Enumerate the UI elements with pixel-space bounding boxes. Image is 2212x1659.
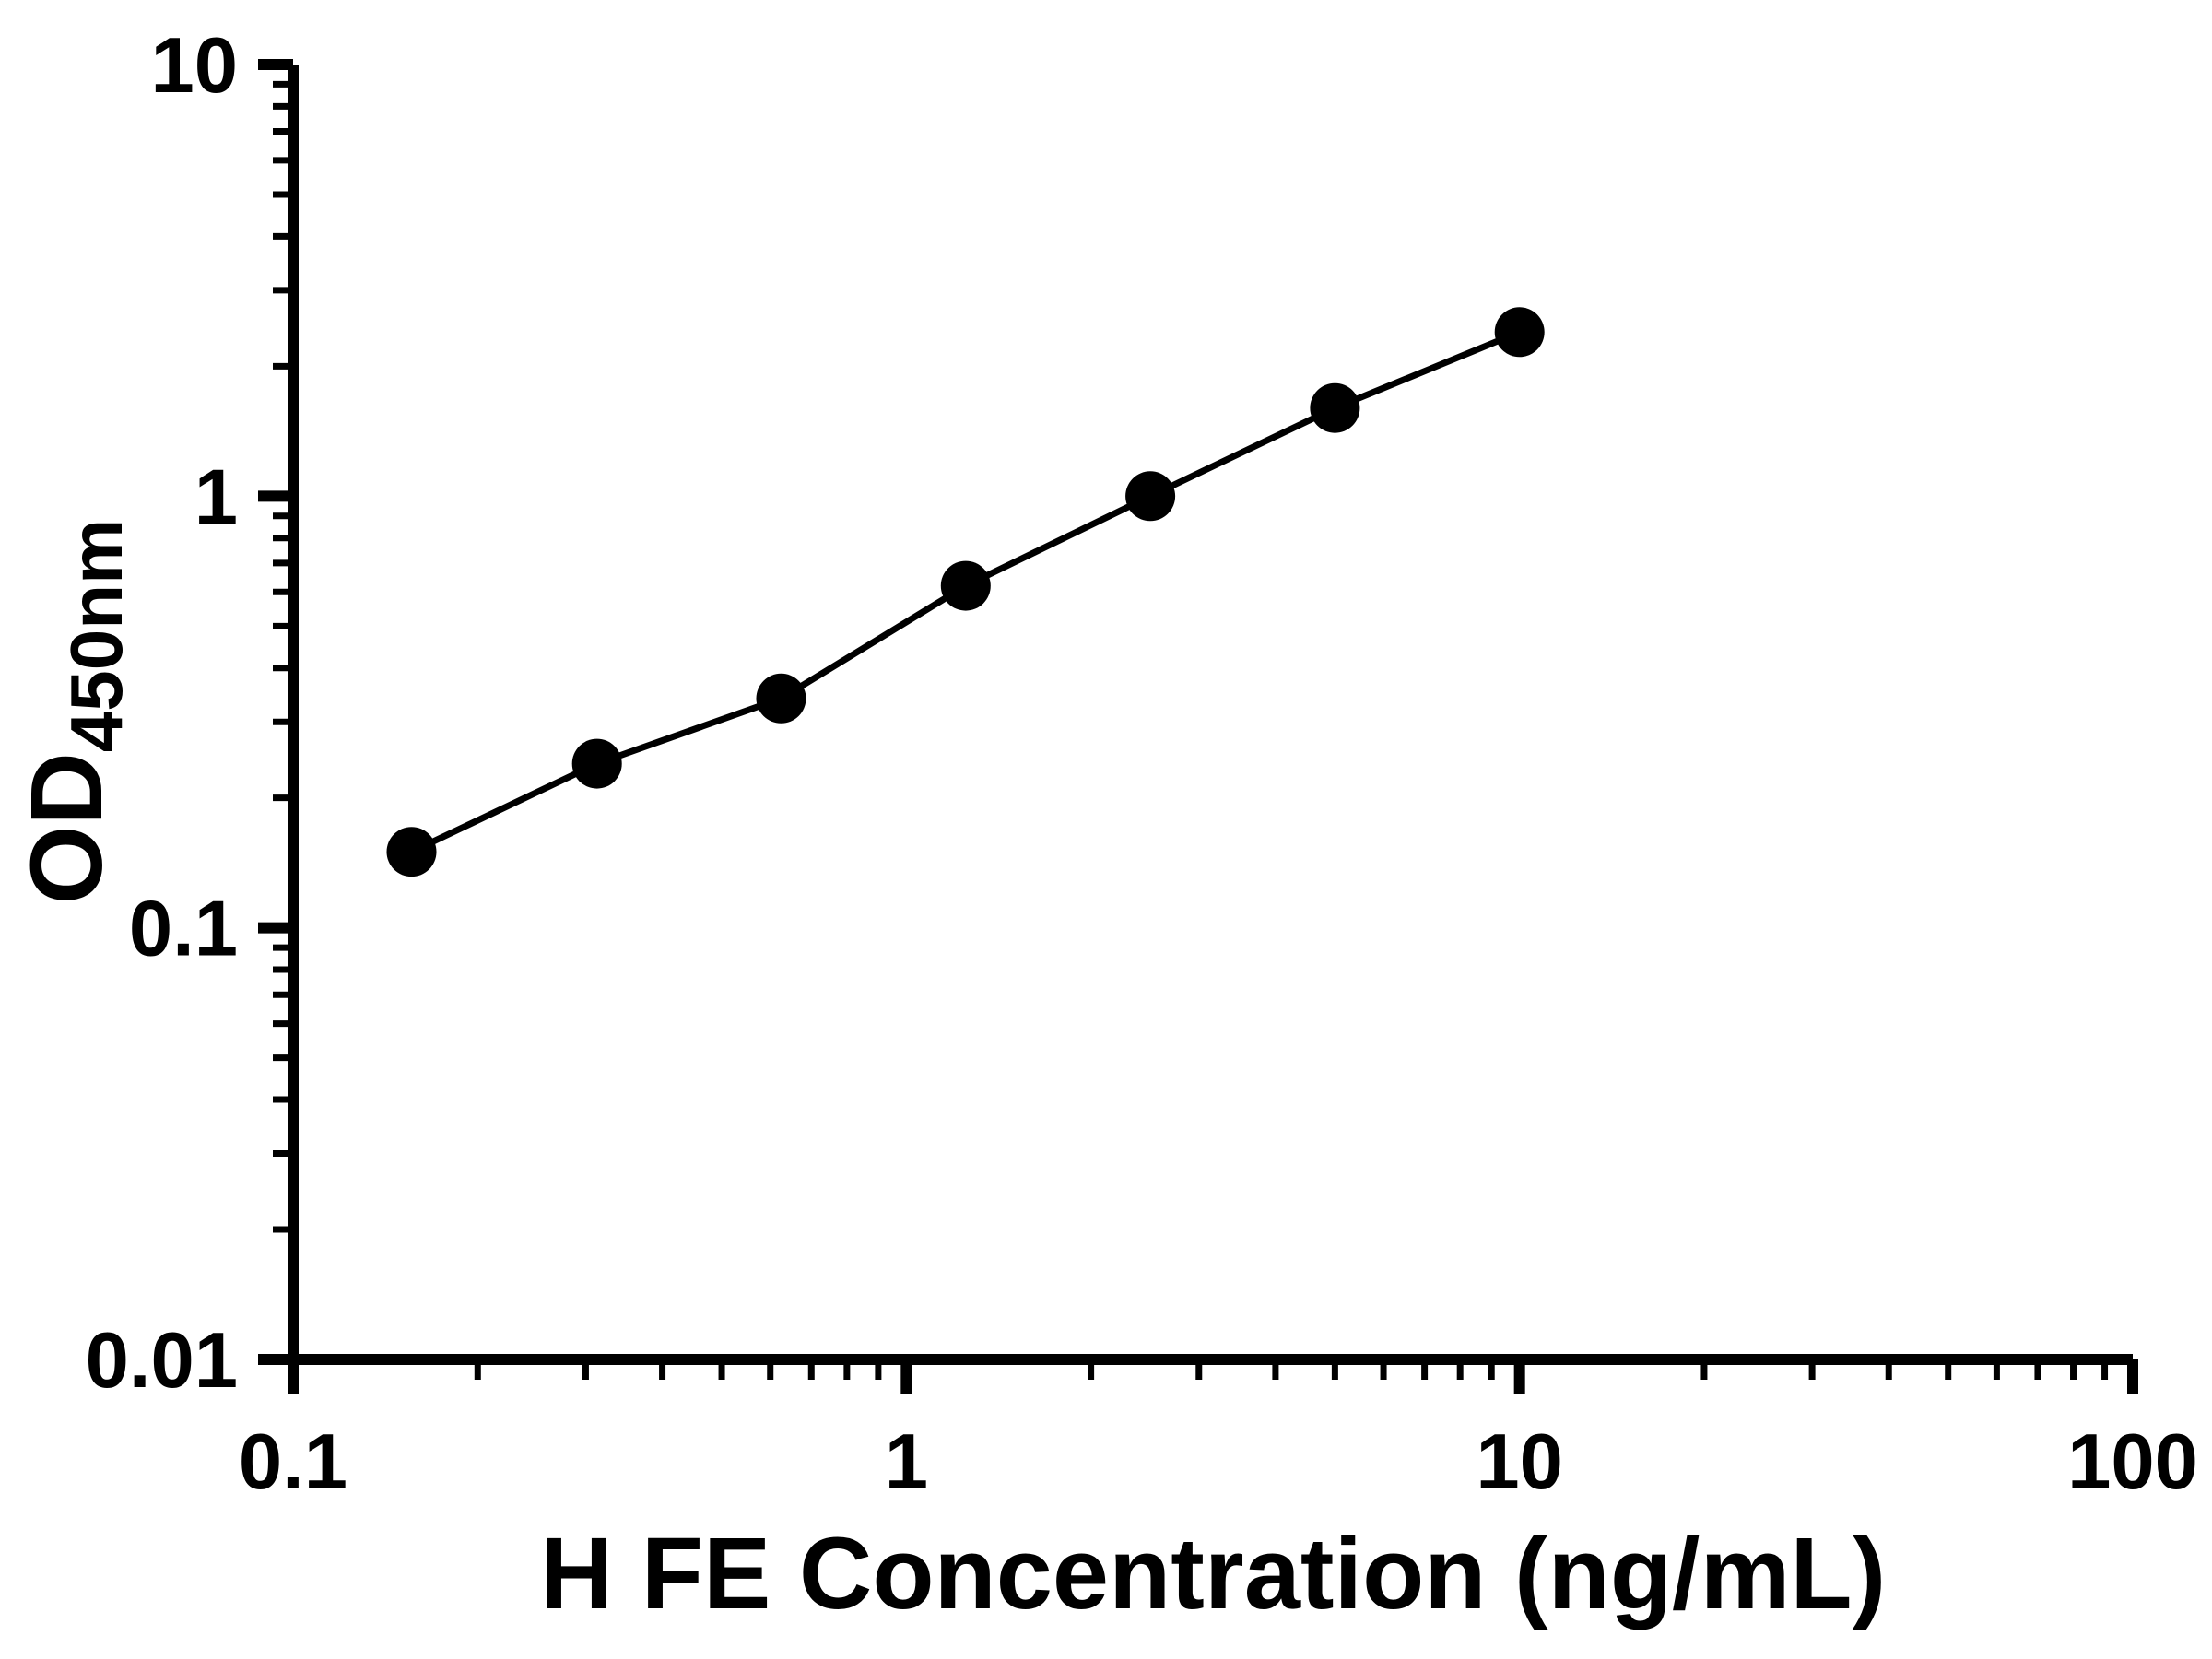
y-axis-title-subscript: 450nm bbox=[55, 519, 137, 752]
x-tick-label: 0.1 bbox=[239, 1418, 347, 1506]
y-tick-label: 0.1 bbox=[129, 886, 238, 973]
x-tick-label: 100 bbox=[2067, 1418, 2198, 1506]
data-point bbox=[1125, 471, 1176, 522]
data-point bbox=[1494, 307, 1545, 358]
data-point bbox=[571, 738, 622, 789]
data-point bbox=[386, 827, 437, 877]
y-axis-title-main: OD bbox=[10, 752, 124, 904]
data-point bbox=[756, 673, 806, 724]
axis-spines bbox=[288, 65, 2133, 1365]
data-point bbox=[940, 560, 991, 611]
data-point bbox=[1310, 382, 1360, 433]
x-tick-label: 1 bbox=[885, 1418, 928, 1506]
y-tick-label: 10 bbox=[150, 22, 238, 110]
x-axis-title: H FE Concentration (ng/mL) bbox=[540, 1517, 1886, 1630]
y-tick-label: 1 bbox=[194, 453, 238, 541]
y-tick-label: 0.01 bbox=[86, 1317, 238, 1405]
x-tick-label: 10 bbox=[1476, 1418, 1563, 1506]
y-axis-title: OD450nm bbox=[10, 519, 137, 904]
